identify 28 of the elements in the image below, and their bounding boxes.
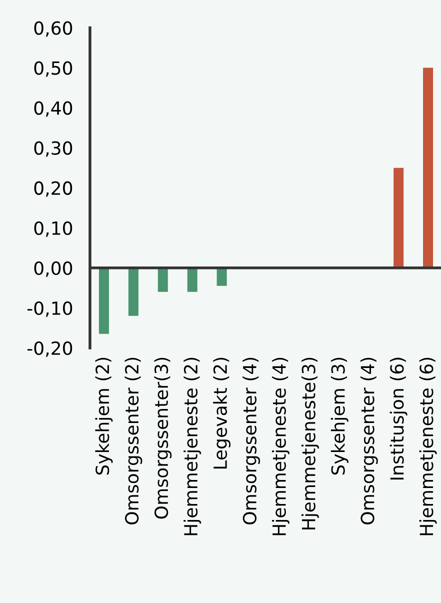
x-tick-label: Omsorgssenter(3)	[154, 358, 172, 519]
x-tick-label: Hjemmetjeneste (4)	[272, 358, 290, 536]
x-tick-label: Hjemmetjeneste (2)	[184, 358, 202, 536]
x-tick-label: Hjemmetjeneste(3)	[301, 358, 319, 530]
x-tick-label: Sykehjem (2)	[95, 358, 113, 475]
y-tick-label: 0,60	[34, 21, 72, 37]
bar	[98, 268, 109, 334]
x-tick-label: Institusjon (6)	[390, 358, 408, 480]
x-tick-label: Omsorgssenter (2)	[124, 358, 142, 524]
y-tick-label: -0,20	[27, 341, 72, 357]
bar	[158, 268, 168, 292]
bar	[394, 168, 404, 268]
y-tick-label: 0,30	[34, 141, 72, 157]
bar	[423, 68, 434, 268]
bar	[187, 268, 198, 292]
y-tick-label: 0,10	[34, 221, 72, 237]
x-tick-label: Sykehjem (3)	[330, 358, 348, 475]
y-tick-label: -0,10	[27, 301, 72, 317]
x-tick-label: Hjemmetjeneste (6)	[419, 358, 437, 536]
bar	[216, 268, 227, 286]
x-tick-label: Omsorgssenter (4)	[360, 358, 378, 524]
x-tick-label: Omsorgssenter (4)	[242, 358, 260, 524]
y-tick-label: 0,50	[34, 61, 72, 77]
bar	[128, 268, 138, 316]
y-tick-label: 0,20	[34, 181, 72, 197]
y-tick-label: 0,00	[34, 261, 72, 277]
x-tick-label: Legevakt (2)	[213, 358, 231, 469]
y-tick-label: 0,40	[34, 101, 72, 117]
